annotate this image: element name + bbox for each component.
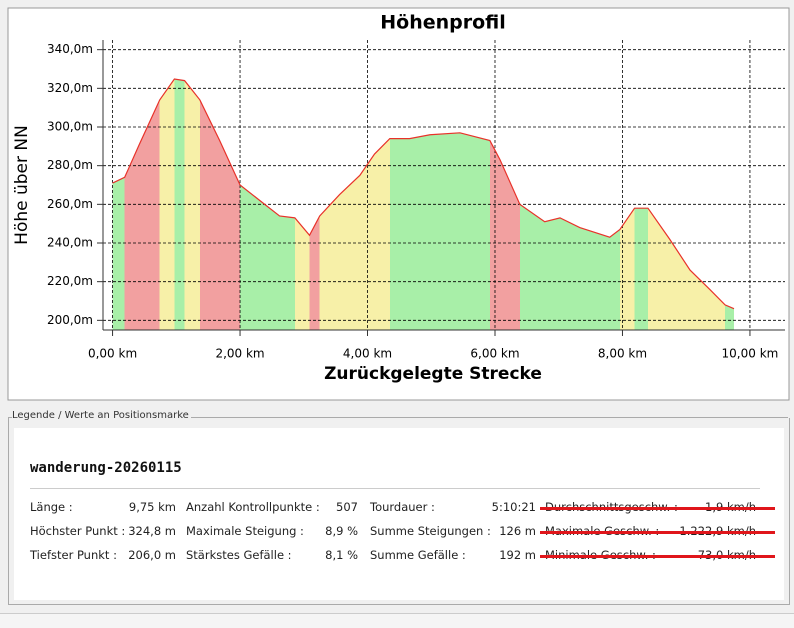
strikethrough [540,555,775,558]
stat-label: Tiefster Punkt : [30,548,117,562]
x-tick-label: 2,00 km [215,347,264,361]
y-tick-label: 220,0m [47,274,93,288]
stat-label: Höchster Punkt : [30,524,126,538]
legend-title: Legende / Werte an Positionsmarke [12,410,191,421]
stat-label: Stärkstes Gefälle : [186,548,292,562]
status-bar [0,613,794,628]
y-tick-label: 240,0m [47,236,93,250]
stat-label: Länge : [30,500,73,514]
stat-label: Summe Gefälle : [370,548,466,562]
y-tick-label: 280,0m [47,158,93,172]
stat-label: Maximale Steigung : [186,524,304,538]
y-tick-label: 340,0m [47,42,93,56]
divider [30,488,760,489]
x-tick-label: 6,00 km [470,347,519,361]
stat-label: Anzahl Kontrollpunkte : [186,500,320,514]
x-tick-label: 8,00 km [598,347,647,361]
stat-label: Tourdauer : [370,500,435,514]
profile-line [112,78,735,310]
legend-rule [8,417,788,418]
stat-value: 126 m [499,524,536,538]
strikethrough [540,507,775,510]
stat-value: 8,9 % [325,524,358,538]
stat-value: 5:10:21 [491,500,536,514]
y-axis-title: Höhe über NN [12,125,32,245]
legend-panel [14,428,784,600]
chart-title: Höhenprofil [380,12,506,34]
stat-value: 206,0 m [128,548,176,562]
stat-value: 8,1 % [325,548,358,562]
y-tick-label: 200,0m [47,313,93,327]
stat-value: 192 m [499,548,536,562]
y-tick-label: 300,0m [47,120,93,134]
chart: Höhenprofil Zurückgelegte Strecke Höhe ü… [7,7,790,401]
stat-label: Summe Steigungen : [370,524,491,538]
x-tick-label: 4,00 km [343,347,392,361]
strikethrough [540,531,775,534]
stat-value: 324,8 m [128,524,176,538]
x-axis-title: Zurückgelegte Strecke [324,364,542,384]
x-tick-label: 0,00 km [88,347,137,361]
x-tick-label: 10,00 km [722,347,779,361]
track-name: wanderung-20260115 [30,460,182,476]
legend-frame [8,418,790,605]
y-tick-label: 260,0m [47,197,93,211]
y-tick-label: 320,0m [47,81,93,95]
stat-value: 507 [336,500,358,514]
stat-value: 9,75 km [128,500,176,514]
